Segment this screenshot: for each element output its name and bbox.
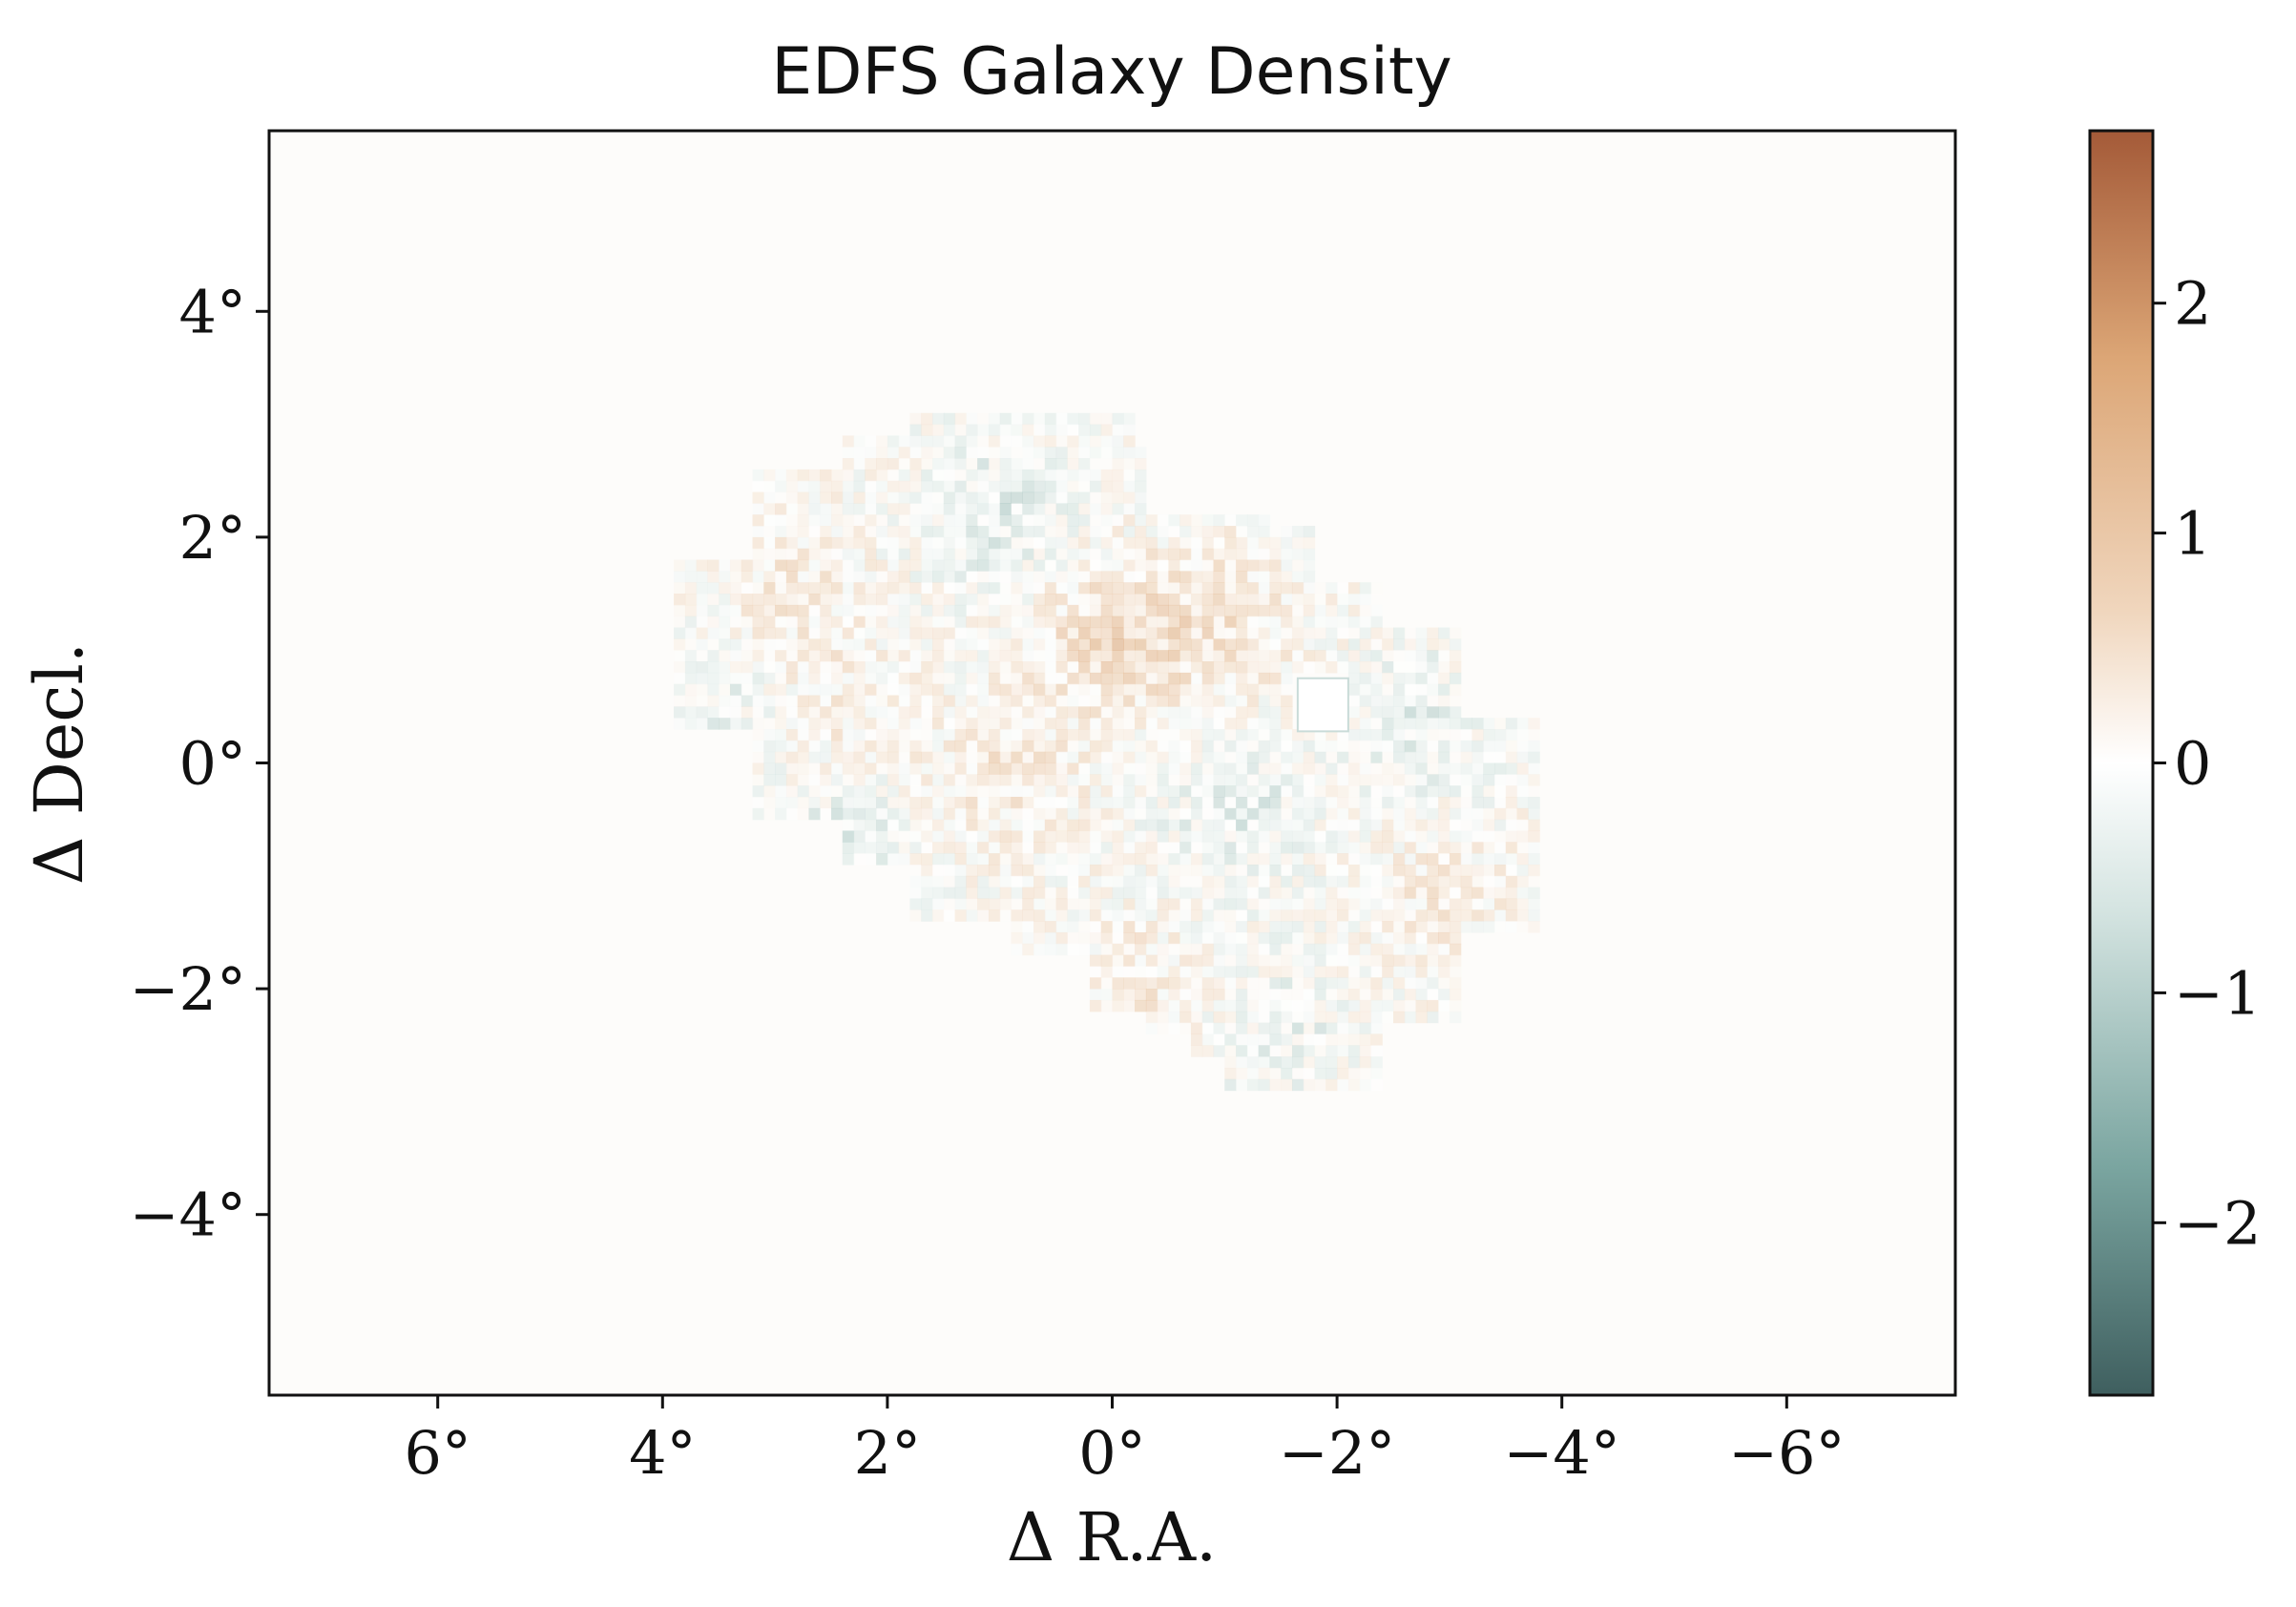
y-tick-label: 2°: [179, 503, 246, 573]
density-map: [674, 412, 1540, 1092]
colorbar-axis: 2 1 0 −1 −2: [2153, 269, 2261, 1258]
chart-title: EDFS Galaxy Density: [771, 34, 1452, 110]
x-tick-label: −6°: [1728, 1418, 1845, 1488]
colorbar-tick-label: −2: [2174, 1188, 2261, 1258]
colorbar-tick-label: 1: [2174, 499, 2211, 569]
x-tick-label: 0°: [1078, 1418, 1145, 1488]
colorbar-tick-label: 2: [2174, 269, 2211, 339]
x-tick-label: 4°: [629, 1418, 696, 1488]
y-tick-label: 0°: [179, 729, 246, 799]
x-axis-label: Δ R.A.: [1007, 1498, 1218, 1576]
masked-region: [1296, 677, 1349, 733]
x-tick-label: −4°: [1503, 1418, 1619, 1488]
colorbar-tick-label: 0: [2174, 729, 2211, 799]
y-tick-label: 4°: [179, 277, 246, 346]
y-axis-label: Δ Decl.: [20, 642, 98, 885]
y-tick-label: −4°: [130, 1180, 246, 1250]
y-tick-label: −2°: [130, 954, 246, 1024]
colorbar: [2088, 129, 2155, 1397]
y-axis: 4° 2° 0° −2° −4°: [130, 277, 269, 1250]
x-tick-label: 6°: [404, 1418, 470, 1488]
x-axis: 6° 4° 2° 0° −2° −4° −6°: [404, 1395, 1846, 1488]
x-tick-label: 2°: [854, 1418, 921, 1488]
colorbar-tick-label: −1: [2174, 958, 2261, 1028]
x-tick-label: −2°: [1279, 1418, 1395, 1488]
